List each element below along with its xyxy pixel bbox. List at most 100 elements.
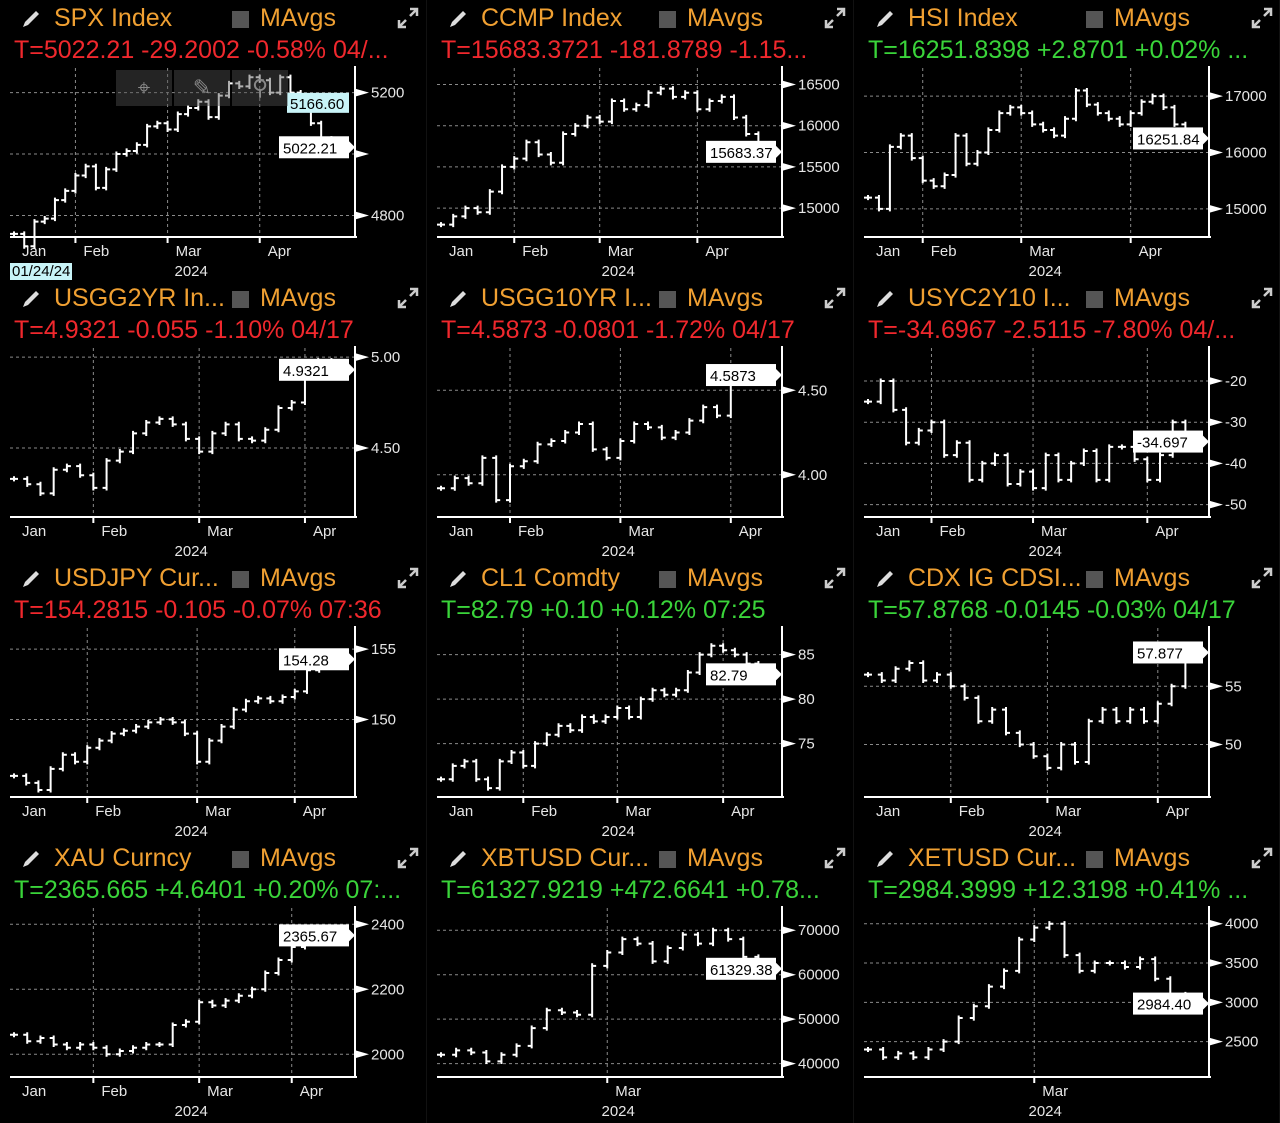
chart-plot[interactable]: -20 -30 -40 -50 Jan Feb Mar Apr 2024 -34.697	[854, 280, 1280, 560]
chart-panel[interactable]: USGG10YR I... MAvgs T=4.5873 -0.0801 -1.…	[427, 280, 854, 560]
price-bar	[685, 418, 694, 436]
pencil-icon[interactable]	[20, 8, 42, 30]
security-title[interactable]: XBTUSD Cur...	[481, 844, 650, 872]
mavgs-label[interactable]: MAvgs	[260, 564, 336, 592]
mavgs-label[interactable]: MAvgs	[260, 284, 336, 312]
pencil-icon[interactable]	[447, 8, 469, 30]
chart-plot[interactable]: 4800 5200 Jan Feb Mar Apr 2024 5022.21 5166.60	[0, 0, 427, 280]
chart-panel[interactable]: XETUSD Cur... MAvgs T=2984.3999 +12.3198…	[854, 840, 1280, 1123]
expand-icon[interactable]	[396, 566, 420, 590]
security-title[interactable]: XAU Curncy	[54, 844, 192, 872]
mavgs-label[interactable]: MAvgs	[1114, 564, 1190, 592]
checkbox-icon[interactable]	[232, 571, 249, 588]
chart-panel[interactable]: USYC2Y10 I... MAvgs T=-34.6967 -2.5115 -…	[854, 280, 1280, 560]
checkbox-icon[interactable]	[1086, 571, 1103, 588]
expand-icon[interactable]	[1250, 566, 1274, 590]
chart-panel[interactable]: CDX IG CDSI... MAvgs T=57.8768 -0.0145 -…	[854, 560, 1280, 840]
chart-panel[interactable]: XAU Curncy MAvgs T=2365.665 +4.6401 +0.2…	[0, 840, 427, 1123]
chart-plot[interactable]: 150 155 Jan Feb Mar Apr 2024 154.28	[0, 560, 427, 840]
security-title[interactable]: CCMP Index	[481, 4, 623, 32]
pencil-icon[interactable]	[20, 848, 42, 870]
price-bar	[255, 74, 264, 83]
chart-plot[interactable]: 2000 2200 2400 Jan Feb Mar Apr 2024 2365.67	[0, 840, 427, 1120]
security-title[interactable]: CDX IG CDSI...	[908, 564, 1082, 592]
checkbox-icon[interactable]	[659, 11, 676, 28]
expand-icon[interactable]	[1250, 846, 1274, 870]
zoom-icon[interactable]: ⚲	[232, 70, 288, 106]
checkbox-icon[interactable]	[232, 11, 249, 28]
security-title[interactable]: CL1 Comdty	[481, 564, 620, 592]
mavgs-label[interactable]: MAvgs	[260, 844, 336, 872]
chart-panel[interactable]: USDJPY Cur... MAvgs T=154.2815 -0.105 -0…	[0, 560, 427, 840]
chart-plot[interactable]: 2500 3000 3500 4000 Mar 2024 2984.40	[854, 840, 1280, 1120]
mavgs-label[interactable]: MAvgs	[687, 844, 763, 872]
price-bar	[144, 719, 153, 730]
chart-panel[interactable]: SPX Index MAvgs T=5022.21 -29.2002 -0.58…	[0, 0, 427, 280]
security-title[interactable]: USGG2YR In...	[54, 284, 225, 312]
checkbox-icon[interactable]	[1086, 851, 1103, 868]
mavgs-label[interactable]: MAvgs	[260, 4, 336, 32]
chart-panel[interactable]: CL1 Comdty MAvgs T=82.79 +0.10 +0.12% 07…	[427, 560, 854, 840]
price-bar	[1006, 104, 1015, 116]
chart-panel[interactable]: HSI Index MAvgs T=16251.8398 +2.8701 +0.…	[854, 0, 1280, 280]
pencil-icon[interactable]	[447, 288, 469, 310]
mavgs-label[interactable]: MAvgs	[687, 4, 763, 32]
chart-plot[interactable]: 15000 16000 17000 Jan Feb Mar Apr 2024 16251.84	[854, 0, 1280, 280]
checkbox-icon[interactable]	[232, 291, 249, 308]
checkbox-icon[interactable]	[1086, 11, 1103, 28]
checkbox-icon[interactable]	[1086, 291, 1103, 308]
expand-icon[interactable]	[396, 846, 420, 870]
expand-icon[interactable]	[823, 566, 847, 590]
pencil-icon[interactable]	[874, 288, 896, 310]
chart-plot[interactable]: 4.00 4.50 Jan Feb Mar Apr 2024 4.5873	[427, 280, 854, 560]
chart-panel[interactable]: XBTUSD Cur... MAvgs T=61327.9219 +472.66…	[427, 840, 854, 1123]
security-title[interactable]: XETUSD Cur...	[908, 844, 1077, 872]
price-bar	[1143, 456, 1152, 483]
security-title[interactable]: USDJPY Cur...	[54, 564, 219, 592]
ytick-label: -20	[1225, 373, 1247, 390]
price-bar	[1029, 469, 1038, 491]
draw-line-icon[interactable]: ✎	[174, 70, 230, 106]
crosshair-icon[interactable]: ⌖	[116, 70, 172, 106]
expand-icon[interactable]	[396, 286, 420, 310]
pencil-icon[interactable]	[874, 568, 896, 590]
mavgs-label[interactable]: MAvgs	[1114, 844, 1190, 872]
pencil-icon[interactable]	[20, 568, 42, 590]
chart-plot[interactable]: 50 55 Jan Feb Mar Apr 2024 57.877	[854, 560, 1280, 840]
pencil-icon[interactable]	[447, 568, 469, 590]
security-title[interactable]: USGG10YR I...	[481, 284, 652, 312]
chart-panel[interactable]: USGG2YR In... MAvgs T=4.9321 -0.055 -1.1…	[0, 280, 427, 560]
ytick-label: 17000	[1225, 88, 1267, 105]
price-bar	[506, 463, 514, 503]
expand-icon[interactable]	[823, 846, 847, 870]
mavgs-label[interactable]: MAvgs	[1114, 4, 1190, 32]
checkbox-icon[interactable]	[659, 851, 676, 868]
chart-plot[interactable]: 75 80 85 Jan Feb Mar Apr 2024 82.79	[427, 560, 854, 840]
chart-plot[interactable]: 40000 50000 60000 70000 Mar 2024 61329.38	[427, 840, 854, 1120]
pencil-icon[interactable]	[20, 288, 42, 310]
price-bar	[142, 419, 151, 436]
expand-icon[interactable]	[823, 6, 847, 30]
pencil-icon[interactable]	[874, 848, 896, 870]
expand-icon[interactable]	[396, 6, 420, 30]
checkbox-icon[interactable]	[659, 291, 676, 308]
last-price-label: 2984.40	[1137, 997, 1191, 1014]
expand-icon[interactable]	[1250, 6, 1274, 30]
security-title[interactable]: SPX Index	[54, 4, 173, 32]
security-title[interactable]: USYC2Y10 I...	[908, 284, 1071, 312]
expand-icon[interactable]	[823, 286, 847, 310]
mavgs-label[interactable]: MAvgs	[1114, 284, 1190, 312]
chart-plot[interactable]: 4.50 5.00 Jan Feb Mar Apr 2024 4.9321	[0, 280, 427, 560]
chart-panel[interactable]: CCMP Index MAvgs T=15683.3721 -181.8789 …	[427, 0, 854, 280]
pencil-icon[interactable]	[874, 8, 896, 30]
security-title[interactable]: HSI Index	[908, 4, 1018, 32]
price-bar	[978, 460, 987, 483]
expand-icon[interactable]	[1250, 286, 1274, 310]
ytick-marker	[1209, 418, 1223, 427]
chart-plot[interactable]: 15000 15500 16000 16500 Jan Feb Mar Apr 2024 1568…	[427, 0, 854, 280]
checkbox-icon[interactable]	[659, 571, 676, 588]
pencil-icon[interactable]	[447, 848, 469, 870]
mavgs-label[interactable]: MAvgs	[687, 284, 763, 312]
checkbox-icon[interactable]	[232, 851, 249, 868]
mavgs-label[interactable]: MAvgs	[687, 564, 763, 592]
